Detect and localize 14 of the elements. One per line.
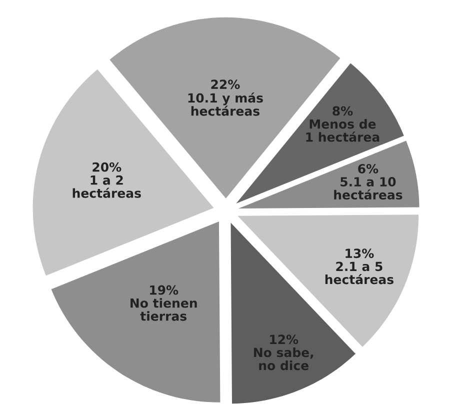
slice-label: 5.1 a 10 hectáreas [334, 177, 402, 200]
slice-label: 10.1 y más hectáreas [188, 92, 263, 116]
data-label: 8% [332, 106, 353, 116]
data-label: 13% [346, 248, 374, 258]
slice-label: No sabe, no dice [254, 347, 314, 370]
data-label: 6% [358, 164, 378, 174]
data-label: 12% [270, 334, 298, 344]
slice-label: Menos de 1 hectárea [306, 119, 380, 142]
slice-label: 2.1 a 5 hectáreas [325, 262, 394, 284]
data-label: 20% [92, 162, 122, 172]
slice-label: No tienen tierras [130, 298, 197, 321]
data-label: 19% [150, 285, 178, 295]
data-label: 22% [211, 80, 240, 90]
slice-label: 1 a 2 hectáreas [72, 175, 141, 198]
